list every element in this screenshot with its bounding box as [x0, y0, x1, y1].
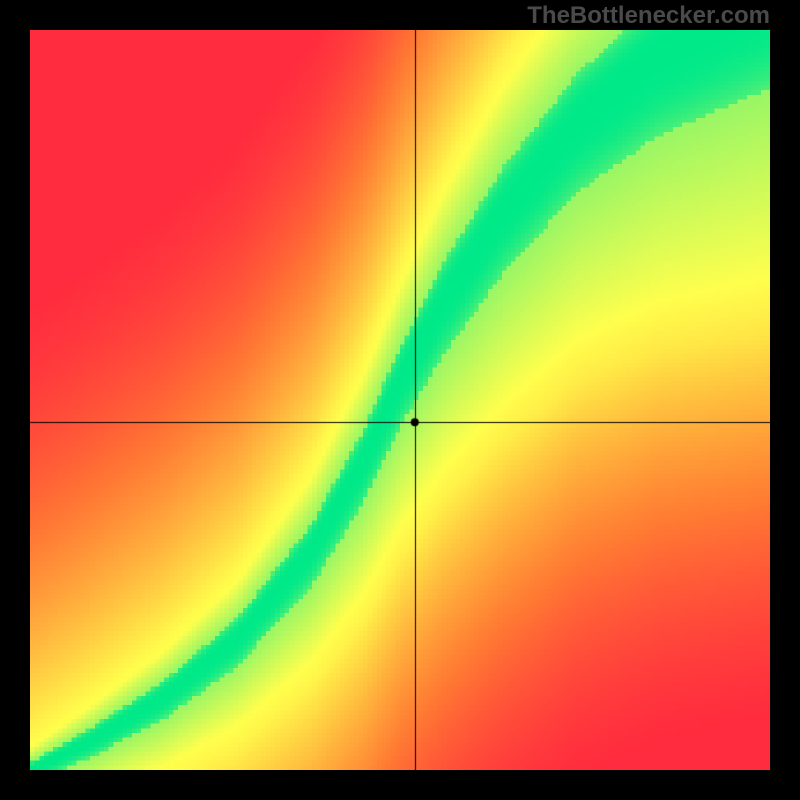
chart-container: TheBottlenecker.com [0, 0, 800, 800]
crosshair-overlay [30, 30, 770, 770]
watermark-text: TheBottlenecker.com [527, 2, 770, 30]
